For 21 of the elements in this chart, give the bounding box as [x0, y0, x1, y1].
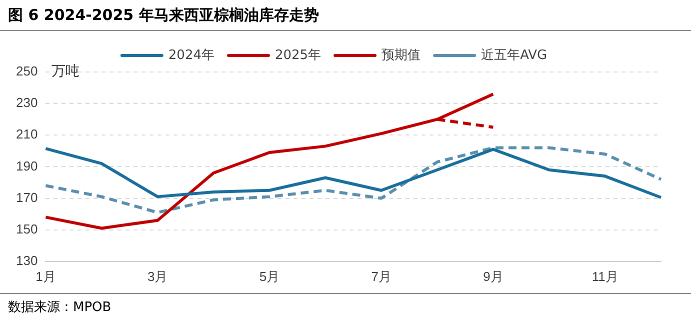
- y-tick-label: 190: [16, 158, 38, 174]
- y-axis-title: 万吨: [52, 64, 80, 80]
- legend-label: 近五年AVG: [481, 48, 548, 63]
- x-tick-label: 7月: [371, 268, 392, 284]
- legend-label: 预期值: [382, 48, 421, 63]
- y-tick-label: 210: [16, 126, 38, 142]
- x-tick-label: 11月: [592, 268, 618, 284]
- chart-title: 图 6 2024-2025 年马来西亚棕榈油库存走势: [0, 0, 691, 31]
- y-tick-label: 230: [16, 95, 38, 110]
- legend-label: 2024年: [168, 48, 214, 63]
- x-tick-label: 5月: [259, 268, 280, 284]
- legend-label: 2025年: [274, 48, 322, 63]
- x-tick-label: 1月: [36, 268, 56, 284]
- line-series: [44, 146, 662, 214]
- x-tick-label: 9月: [483, 268, 504, 284]
- y-tick-label: 130: [16, 252, 38, 268]
- y-tick-label: 250: [16, 64, 38, 79]
- source-note: 数据来源：MPOB: [0, 293, 691, 322]
- y-tick-label: 170: [16, 190, 38, 205]
- y-tick-label: 150: [16, 221, 38, 236]
- x-tick-label: 3月: [147, 268, 168, 284]
